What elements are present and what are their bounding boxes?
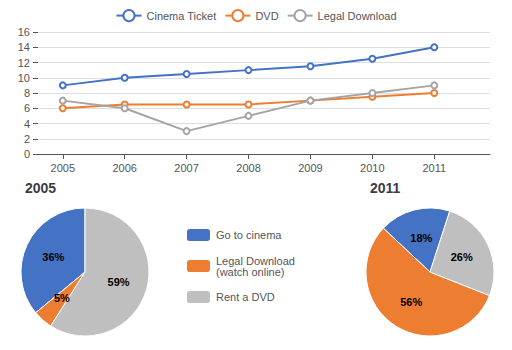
svg-text:Legal Download: Legal Download bbox=[318, 10, 397, 22]
svg-text:16: 16 bbox=[18, 26, 30, 38]
svg-text:2009: 2009 bbox=[298, 162, 322, 174]
svg-text:10: 10 bbox=[18, 72, 30, 84]
svg-text:14: 14 bbox=[18, 41, 30, 53]
svg-text:56%: 56% bbox=[400, 296, 422, 308]
svg-text:59%: 59% bbox=[108, 276, 130, 288]
svg-text:Rent a DVD: Rent a DVD bbox=[216, 291, 275, 303]
svg-text:Go to cinema: Go to cinema bbox=[216, 229, 282, 241]
svg-text:(watch online): (watch online) bbox=[216, 266, 284, 278]
svg-text:12: 12 bbox=[18, 57, 30, 69]
svg-text:2011: 2011 bbox=[422, 162, 446, 174]
svg-text:2005: 2005 bbox=[25, 180, 56, 196]
svg-text:Legal Download: Legal Download bbox=[216, 254, 295, 267]
svg-text:2005: 2005 bbox=[51, 162, 75, 174]
svg-text:18%: 18% bbox=[410, 232, 432, 244]
svg-text:2006: 2006 bbox=[112, 162, 136, 174]
svg-text:2007: 2007 bbox=[174, 162, 198, 174]
svg-text:36%: 36% bbox=[42, 251, 64, 263]
svg-text:2: 2 bbox=[24, 133, 30, 145]
svg-text:Cinema Ticket: Cinema Ticket bbox=[146, 10, 216, 22]
svg-text:0: 0 bbox=[24, 148, 30, 160]
svg-text:26%: 26% bbox=[451, 251, 473, 263]
svg-text:6: 6 bbox=[24, 102, 30, 114]
svg-text:5%: 5% bbox=[54, 292, 70, 304]
svg-text:8: 8 bbox=[24, 87, 30, 99]
svg-text:2010: 2010 bbox=[360, 162, 384, 174]
svg-text:DVD: DVD bbox=[255, 10, 278, 22]
svg-text:4: 4 bbox=[24, 118, 30, 130]
svg-text:2008: 2008 bbox=[236, 162, 260, 174]
svg-text:2011: 2011 bbox=[370, 180, 401, 196]
